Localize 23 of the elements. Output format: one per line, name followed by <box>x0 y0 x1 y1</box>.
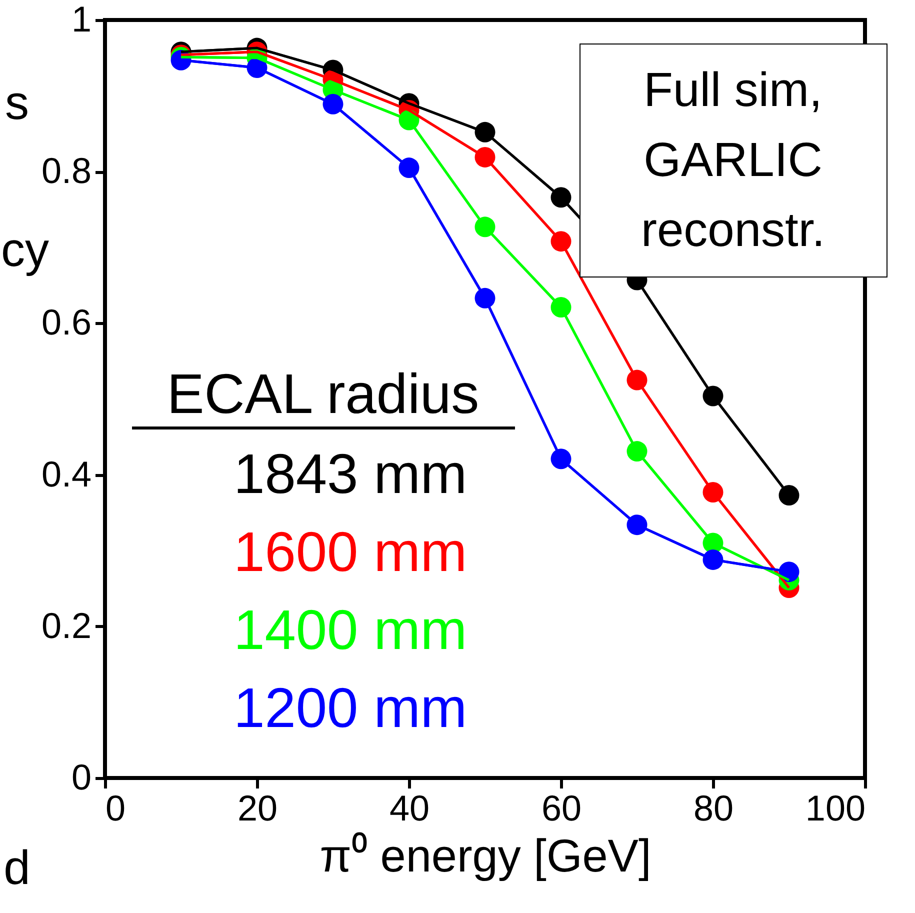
y-tick-label: 0.6 <box>41 302 92 343</box>
x-tick-label: 0 <box>106 788 126 828</box>
text: d <box>4 842 30 895</box>
x-axis-title: π⁰ energy [GeV] <box>320 830 652 882</box>
y-tick-label: 0 <box>71 756 92 798</box>
y-tick-label: 0.8 <box>41 150 92 192</box>
annotation: Full sim, GARLIC reconstr. <box>640 64 826 257</box>
text: cy <box>1 224 49 277</box>
y-tick-label: 0.2 <box>41 604 92 646</box>
x-tick-label: 100 <box>805 788 866 828</box>
text: 1200 mm <box>234 676 467 739</box>
x-tick-label: 20 <box>237 788 278 828</box>
point <box>778 485 800 506</box>
text: 1843 mm <box>234 442 467 505</box>
text: 1400 mm <box>234 598 467 661</box>
text: 1600 mm <box>234 520 467 583</box>
x-tick-label: 60 <box>541 788 582 828</box>
x-tick-label: 40 <box>389 788 430 828</box>
x-tick-label: 80 <box>693 788 734 828</box>
text: s <box>5 77 29 130</box>
y-tick-label: 1 <box>71 0 92 40</box>
y-tick-label: 0.4 <box>41 453 92 494</box>
legend-title: ECAL radius <box>166 362 480 425</box>
